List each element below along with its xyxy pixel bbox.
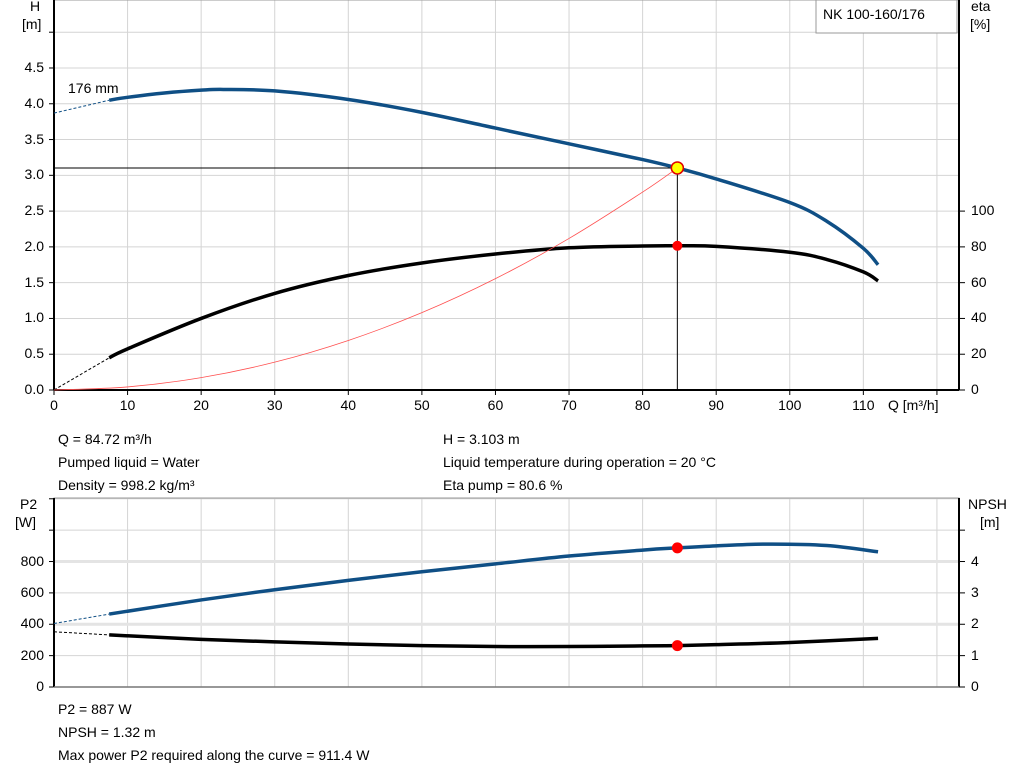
y-tick-label: 3.5 (24, 130, 44, 147)
y-axis-unit: [W] (15, 514, 36, 530)
y2-axis-title: NPSH (968, 496, 1007, 512)
x-tick-label: 10 (119, 397, 136, 413)
y2-axis-unit: [m] (980, 514, 1000, 530)
y2-tick-label: 20 (971, 345, 987, 362)
info-head: H = 3.103 m (443, 431, 520, 447)
x-tick-label: 50 (414, 397, 430, 413)
y2-tick-label: 80 (971, 237, 987, 254)
impeller-diameter-label: 176 mm (68, 80, 119, 96)
npsh-operating-point (671, 640, 683, 652)
eta-curve (108, 243, 880, 360)
y-axis-title: H (30, 0, 41, 14)
NPSH-extrapolated-line (53, 631, 110, 636)
info-temperature: Liquid temperature during operation = 20… (443, 454, 716, 470)
y-tick-label: 0 (36, 678, 44, 694)
x-tick-label: 60 (487, 397, 504, 413)
y2-axis-unit: [%] (970, 16, 991, 32)
y2-tick-label: 2 (971, 615, 979, 632)
P2-curve (108, 542, 879, 616)
info-top-right: H = 3.103 m Liquid temperature during op… (443, 428, 716, 497)
y2-tick-label: 0 (971, 381, 979, 397)
info-p2: P2 = 887 W (58, 701, 132, 717)
y2-axis-title: eta (971, 0, 991, 14)
y-tick-label: 1.0 (24, 309, 44, 326)
eta-extrapolated-line (53, 357, 110, 391)
y-tick-label: 0.5 (24, 345, 44, 362)
info-max-power: Max power P2 required along the curve = … (58, 747, 370, 763)
y-tick-label: 3.0 (24, 166, 44, 183)
H-curve (108, 87, 880, 266)
x-tick-label: 90 (708, 397, 724, 413)
info-top-left: Q = 84.72 m³/h Pumped liquid = Water Den… (58, 428, 200, 497)
H-extrapolated-line (53, 99, 110, 114)
x-tick-label: 100 (778, 397, 802, 413)
NPSH-curve (109, 633, 879, 649)
head-operating-point (670, 161, 685, 175)
chart-title: NK 100-160/176 (823, 6, 925, 22)
info-npsh: NPSH = 1.32 m (58, 724, 156, 740)
y2-tick-label: 0 (971, 678, 979, 694)
x-tick-label: 0 (50, 397, 58, 413)
x-tick-label: 70 (561, 397, 577, 413)
y2-tick-label: 4 (971, 552, 979, 569)
info-flow: Q = 84.72 m³/h (58, 431, 152, 447)
y-tick-label: 200 (20, 646, 44, 663)
plot-frame (53, 0, 960, 391)
y-tick-label: 2.0 (24, 237, 44, 254)
y-tick-label: 1.5 (24, 273, 44, 290)
title-box (815, 0, 958, 34)
x-axis-label: Q [m³/h] (888, 397, 939, 413)
x-tick-label: 30 (266, 397, 283, 413)
y2-tick-label: 1 (971, 646, 979, 663)
info-density: Density = 998.2 kg/m³ (58, 477, 195, 493)
x-tick-label: 110 (852, 397, 875, 413)
x-tick-label: 20 (193, 397, 209, 413)
x-tick-label: 80 (634, 397, 651, 413)
system-curve (53, 167, 678, 391)
info-bottom: P2 = 887 W NPSH = 1.32 m Max power P2 re… (58, 698, 369, 767)
y-tick-label: 2.5 (24, 202, 44, 219)
y-tick-label: 600 (20, 583, 44, 600)
info-eta: Eta pump = 80.6 % (443, 477, 563, 493)
y-tick-label: 400 (20, 615, 44, 632)
y-tick-label: 800 (20, 552, 44, 569)
y-tick-label: 4.0 (24, 94, 44, 111)
y-axis-unit: [m] (22, 16, 42, 32)
eta-operating-point (672, 240, 683, 251)
P2-extrapolated-line (53, 613, 110, 624)
y-axis-title: P2 (20, 496, 38, 512)
y2-tick-label: 60 (971, 273, 987, 290)
y2-tick-label: 100 (971, 202, 995, 219)
p2-operating-point (671, 542, 683, 554)
y2-tick-label: 40 (971, 309, 987, 326)
y-tick-label: 4.5 (24, 58, 44, 75)
y-tick-label: 0.0 (24, 381, 44, 397)
y2-tick-label: 3 (971, 583, 979, 600)
x-tick-label: 40 (340, 397, 357, 413)
info-liquid: Pumped liquid = Water (58, 454, 200, 470)
